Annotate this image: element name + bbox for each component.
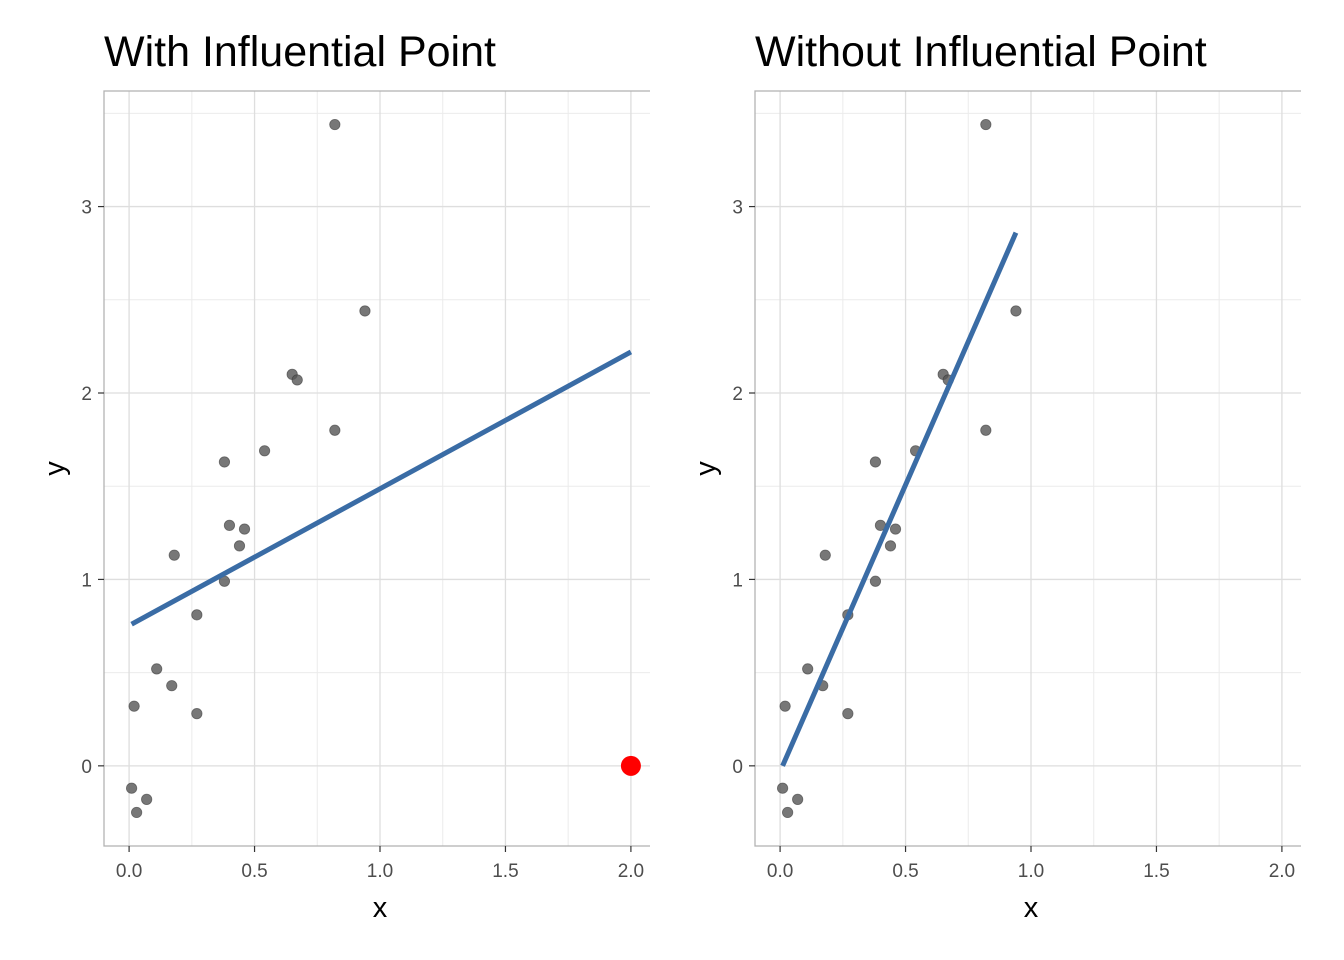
data-point <box>128 700 140 712</box>
x-tick-label: 0.0 <box>116 861 142 882</box>
data-point <box>889 523 902 535</box>
x-tick-label: 1.0 <box>367 861 393 882</box>
data-point <box>782 806 794 819</box>
data-point <box>869 575 882 587</box>
data-point <box>884 540 897 552</box>
data-point <box>980 118 992 131</box>
data-point <box>126 782 138 794</box>
data-point <box>141 793 153 805</box>
chart-title: Without Influential Point <box>755 28 1207 76</box>
data-point <box>238 523 251 535</box>
x-tick-label: 1.0 <box>1018 861 1044 882</box>
data-point <box>819 549 831 561</box>
data-point <box>1010 305 1022 317</box>
data-point <box>168 549 180 561</box>
x-tick-label: 2.0 <box>618 861 644 882</box>
data-point <box>223 519 236 531</box>
data-point <box>779 700 791 712</box>
data-point <box>802 663 814 675</box>
data-point <box>291 374 303 386</box>
y-tick-label: 0 <box>81 757 92 778</box>
x-tick-label: 0.5 <box>241 861 267 882</box>
influential-point <box>620 755 641 776</box>
y-tick-label: 2 <box>732 384 743 405</box>
data-point <box>166 680 178 692</box>
data-point <box>869 456 882 468</box>
y-tick-label: 3 <box>81 198 92 219</box>
y-tick-label: 0 <box>732 757 743 778</box>
data-point <box>329 424 341 436</box>
x-axis-title: x <box>1024 892 1039 924</box>
data-point <box>191 609 203 621</box>
regression-line <box>780 231 1019 767</box>
chart-panel-without-influential: Without Influential Point 0.0 0.5 1.0 1.5 2.… <box>651 0 1301 960</box>
scatter-plot-without-influential: 0.0 0.5 1.0 1.5 2.0 0 1 2 3 x y <box>690 90 1301 924</box>
regression-line <box>130 349 633 627</box>
x-axis-title: x <box>373 892 388 924</box>
x-tick-label: 0.0 <box>767 861 793 882</box>
chart-panel-with-influential: With Influential Point 0.0 0.5 1.0 1.5 2.0 0 1… <box>0 0 650 960</box>
data-point <box>191 708 203 720</box>
x-tick-label: 1.5 <box>492 861 518 882</box>
data-point <box>777 782 789 794</box>
y-tick-label: 2 <box>81 384 92 405</box>
data-point <box>359 305 371 317</box>
y-tick-label: 1 <box>81 570 92 591</box>
x-tick-label: 1.5 <box>1143 861 1169 882</box>
data-point <box>151 663 163 675</box>
x-tick-label: 2.0 <box>1269 861 1295 882</box>
data-point <box>329 118 341 131</box>
data-point <box>218 456 231 468</box>
x-tick-label: 0.5 <box>892 861 918 882</box>
data-point <box>233 540 246 552</box>
data-point <box>258 445 271 457</box>
data-point <box>792 793 804 805</box>
y-axis-title: y <box>690 461 722 476</box>
scatter-plot-with-influential: 0.0 0.5 1.0 1.5 2.0 0 1 2 3 x y <box>39 90 650 924</box>
data-point <box>842 708 854 720</box>
data-point <box>980 424 992 436</box>
y-tick-label: 1 <box>732 570 743 591</box>
y-tick-label: 3 <box>732 198 743 219</box>
y-axis-title: y <box>39 461 71 476</box>
chart-title: With Influential Point <box>104 28 496 76</box>
data-point <box>131 806 143 819</box>
